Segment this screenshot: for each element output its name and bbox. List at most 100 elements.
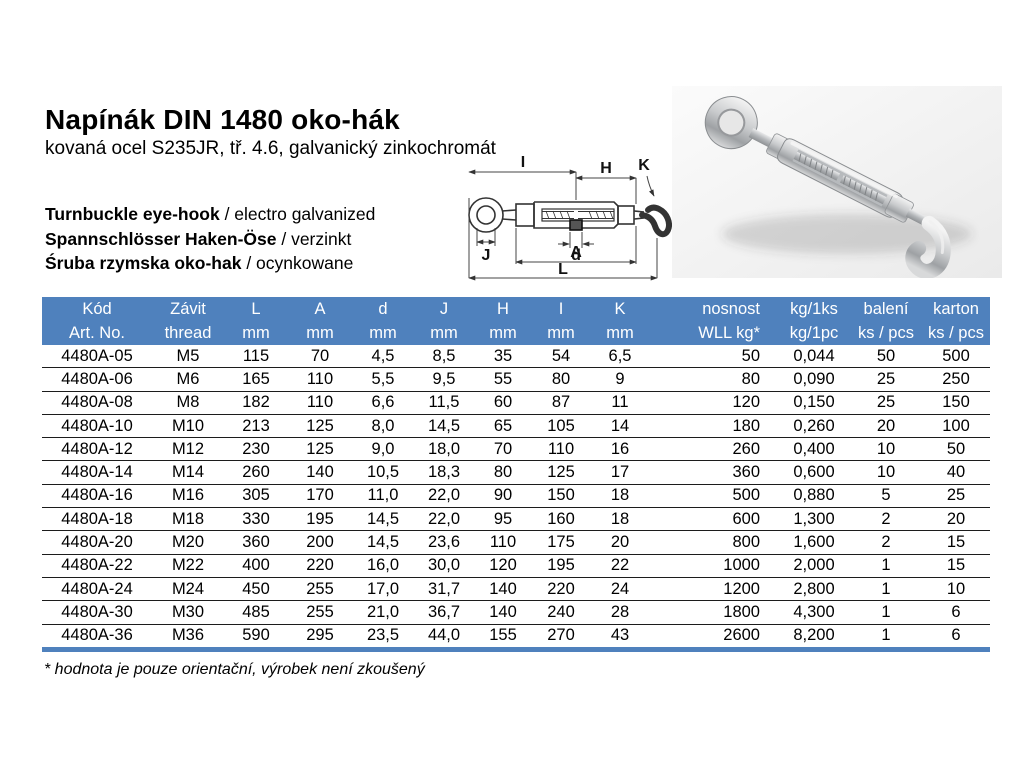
table-cell: 295 [288, 624, 352, 650]
table-cell: 0,044 [778, 345, 850, 369]
table-cell: 2 [850, 507, 922, 532]
table-cell: 305 [224, 484, 288, 509]
table-cell: 40 [922, 460, 990, 485]
table-cell: 4480A-18 [42, 507, 152, 532]
product-name-en: Turnbuckle eye-hook [45, 204, 220, 224]
column-header: kg/1pc [778, 321, 850, 345]
table-cell: 50 [922, 437, 990, 462]
table-cell: 11 [590, 391, 650, 415]
table-cell: M22 [152, 554, 224, 578]
table-cell: 1800 [650, 600, 778, 625]
table-cell: 5,5 [352, 367, 414, 392]
translation-line-en: Turnbuckle eye-hook / electro galvanized [45, 202, 375, 227]
table-cell: 800 [650, 530, 778, 555]
table-cell: 115 [224, 345, 288, 369]
dim-label-a: A [570, 244, 582, 261]
table-cell: 255 [288, 577, 352, 602]
table-cell: 23,5 [352, 624, 414, 650]
table-cell: 590 [224, 624, 288, 650]
table-cell: 8,0 [352, 414, 414, 439]
column-header: nosnost [650, 297, 778, 321]
table-cell: 4,300 [778, 600, 850, 625]
table-cell: 1 [850, 577, 922, 602]
table-cell: 160 [532, 507, 590, 532]
table-cell: 31,7 [414, 577, 474, 602]
column-header: ks / pcs [850, 321, 922, 345]
table-cell: M5 [152, 345, 224, 369]
table-cell: 105 [532, 414, 590, 439]
table-cell: 16 [590, 437, 650, 462]
table-cell: 4480A-14 [42, 460, 152, 485]
table-row: 4480A-22 M22 400 220 16,0 30,0 120 195 22 1000 2,0… [42, 554, 990, 578]
table-cell: 10 [850, 437, 922, 462]
table-cell: 0,090 [778, 367, 850, 392]
table-cell: 28 [590, 600, 650, 625]
table-cell: 255 [288, 600, 352, 625]
column-header: ks / pcs [922, 321, 990, 345]
table-cell: 2,000 [778, 554, 850, 578]
table-cell: 8,200 [778, 624, 850, 650]
dim-label-l: L [558, 261, 568, 278]
table-row: 4480A-18 M18 330 195 14,5 22,0 95 160 18 600 1,300… [42, 507, 990, 532]
table-cell: 80 [474, 460, 532, 485]
table-cell: 180 [650, 414, 778, 439]
table-cell: 20 [922, 507, 990, 532]
table-cell: 4480A-30 [42, 600, 152, 625]
table-cell: M30 [152, 600, 224, 625]
table-cell: 14,5 [352, 530, 414, 555]
column-header: karton [922, 297, 990, 321]
column-header: A [288, 297, 352, 321]
table-cell: 165 [224, 367, 288, 392]
table-cell: 25 [850, 367, 922, 392]
table-cell: 65 [474, 414, 532, 439]
table-cell: 4480A-22 [42, 554, 152, 578]
table-cell: 14 [590, 414, 650, 439]
column-header: L [224, 297, 288, 321]
column-header: WLL kg* [650, 321, 778, 345]
column-header: Závit [152, 297, 224, 321]
table-cell: 140 [474, 600, 532, 625]
product-name-de: Spannschlösser Haken-Öse [45, 228, 277, 249]
table-cell: 18 [590, 507, 650, 532]
table-cell: 213 [224, 414, 288, 439]
table-cell: 20 [850, 414, 922, 439]
table-cell: 120 [650, 391, 778, 415]
table-cell: 18,0 [414, 437, 474, 462]
column-header: H [474, 297, 532, 321]
column-header: balení [850, 297, 922, 321]
column-header: mm [590, 321, 650, 345]
table-cell: 1200 [650, 577, 778, 602]
table-cell: M6 [152, 367, 224, 392]
table-cell: 35 [474, 345, 532, 369]
column-header: mm [414, 321, 474, 345]
table-cell: 25 [922, 484, 990, 509]
table-cell: 140 [288, 460, 352, 485]
table-row: 4480A-14 M14 260 140 10,5 18,3 80 125 17 360 0,600… [42, 460, 990, 485]
table-cell: M8 [152, 391, 224, 415]
table-cell: 24 [590, 577, 650, 602]
table-cell: 21,0 [352, 600, 414, 625]
table-cell: 4480A-16 [42, 484, 152, 509]
table-cell: 17,0 [352, 577, 414, 602]
column-header: mm [532, 321, 590, 345]
table-cell: 140 [474, 577, 532, 602]
dim-label-d: d [571, 247, 581, 264]
column-header: thread [152, 321, 224, 345]
table-cell: 1,600 [778, 530, 850, 555]
table-cell: 485 [224, 600, 288, 625]
table-cell: 6 [922, 600, 990, 625]
table-row: 4480A-30 M30 485 255 21,0 36,7 140 240 28 1800 4,3… [42, 600, 990, 625]
table-cell: 55 [474, 367, 532, 392]
column-header: Kód [42, 297, 152, 321]
table-row: 4480A-36 M36 590 295 23,5 44,0 155 270 43 2600 8,2… [42, 624, 990, 650]
table-cell: 4480A-06 [42, 367, 152, 392]
table-cell: 182 [224, 391, 288, 415]
table-cell: 23,6 [414, 530, 474, 555]
table-cell: M10 [152, 414, 224, 439]
table-cell: 87 [532, 391, 590, 415]
table-cell: 150 [922, 391, 990, 415]
table-cell: 50 [650, 345, 778, 369]
column-header: I [532, 297, 590, 321]
table-cell: 125 [288, 437, 352, 462]
